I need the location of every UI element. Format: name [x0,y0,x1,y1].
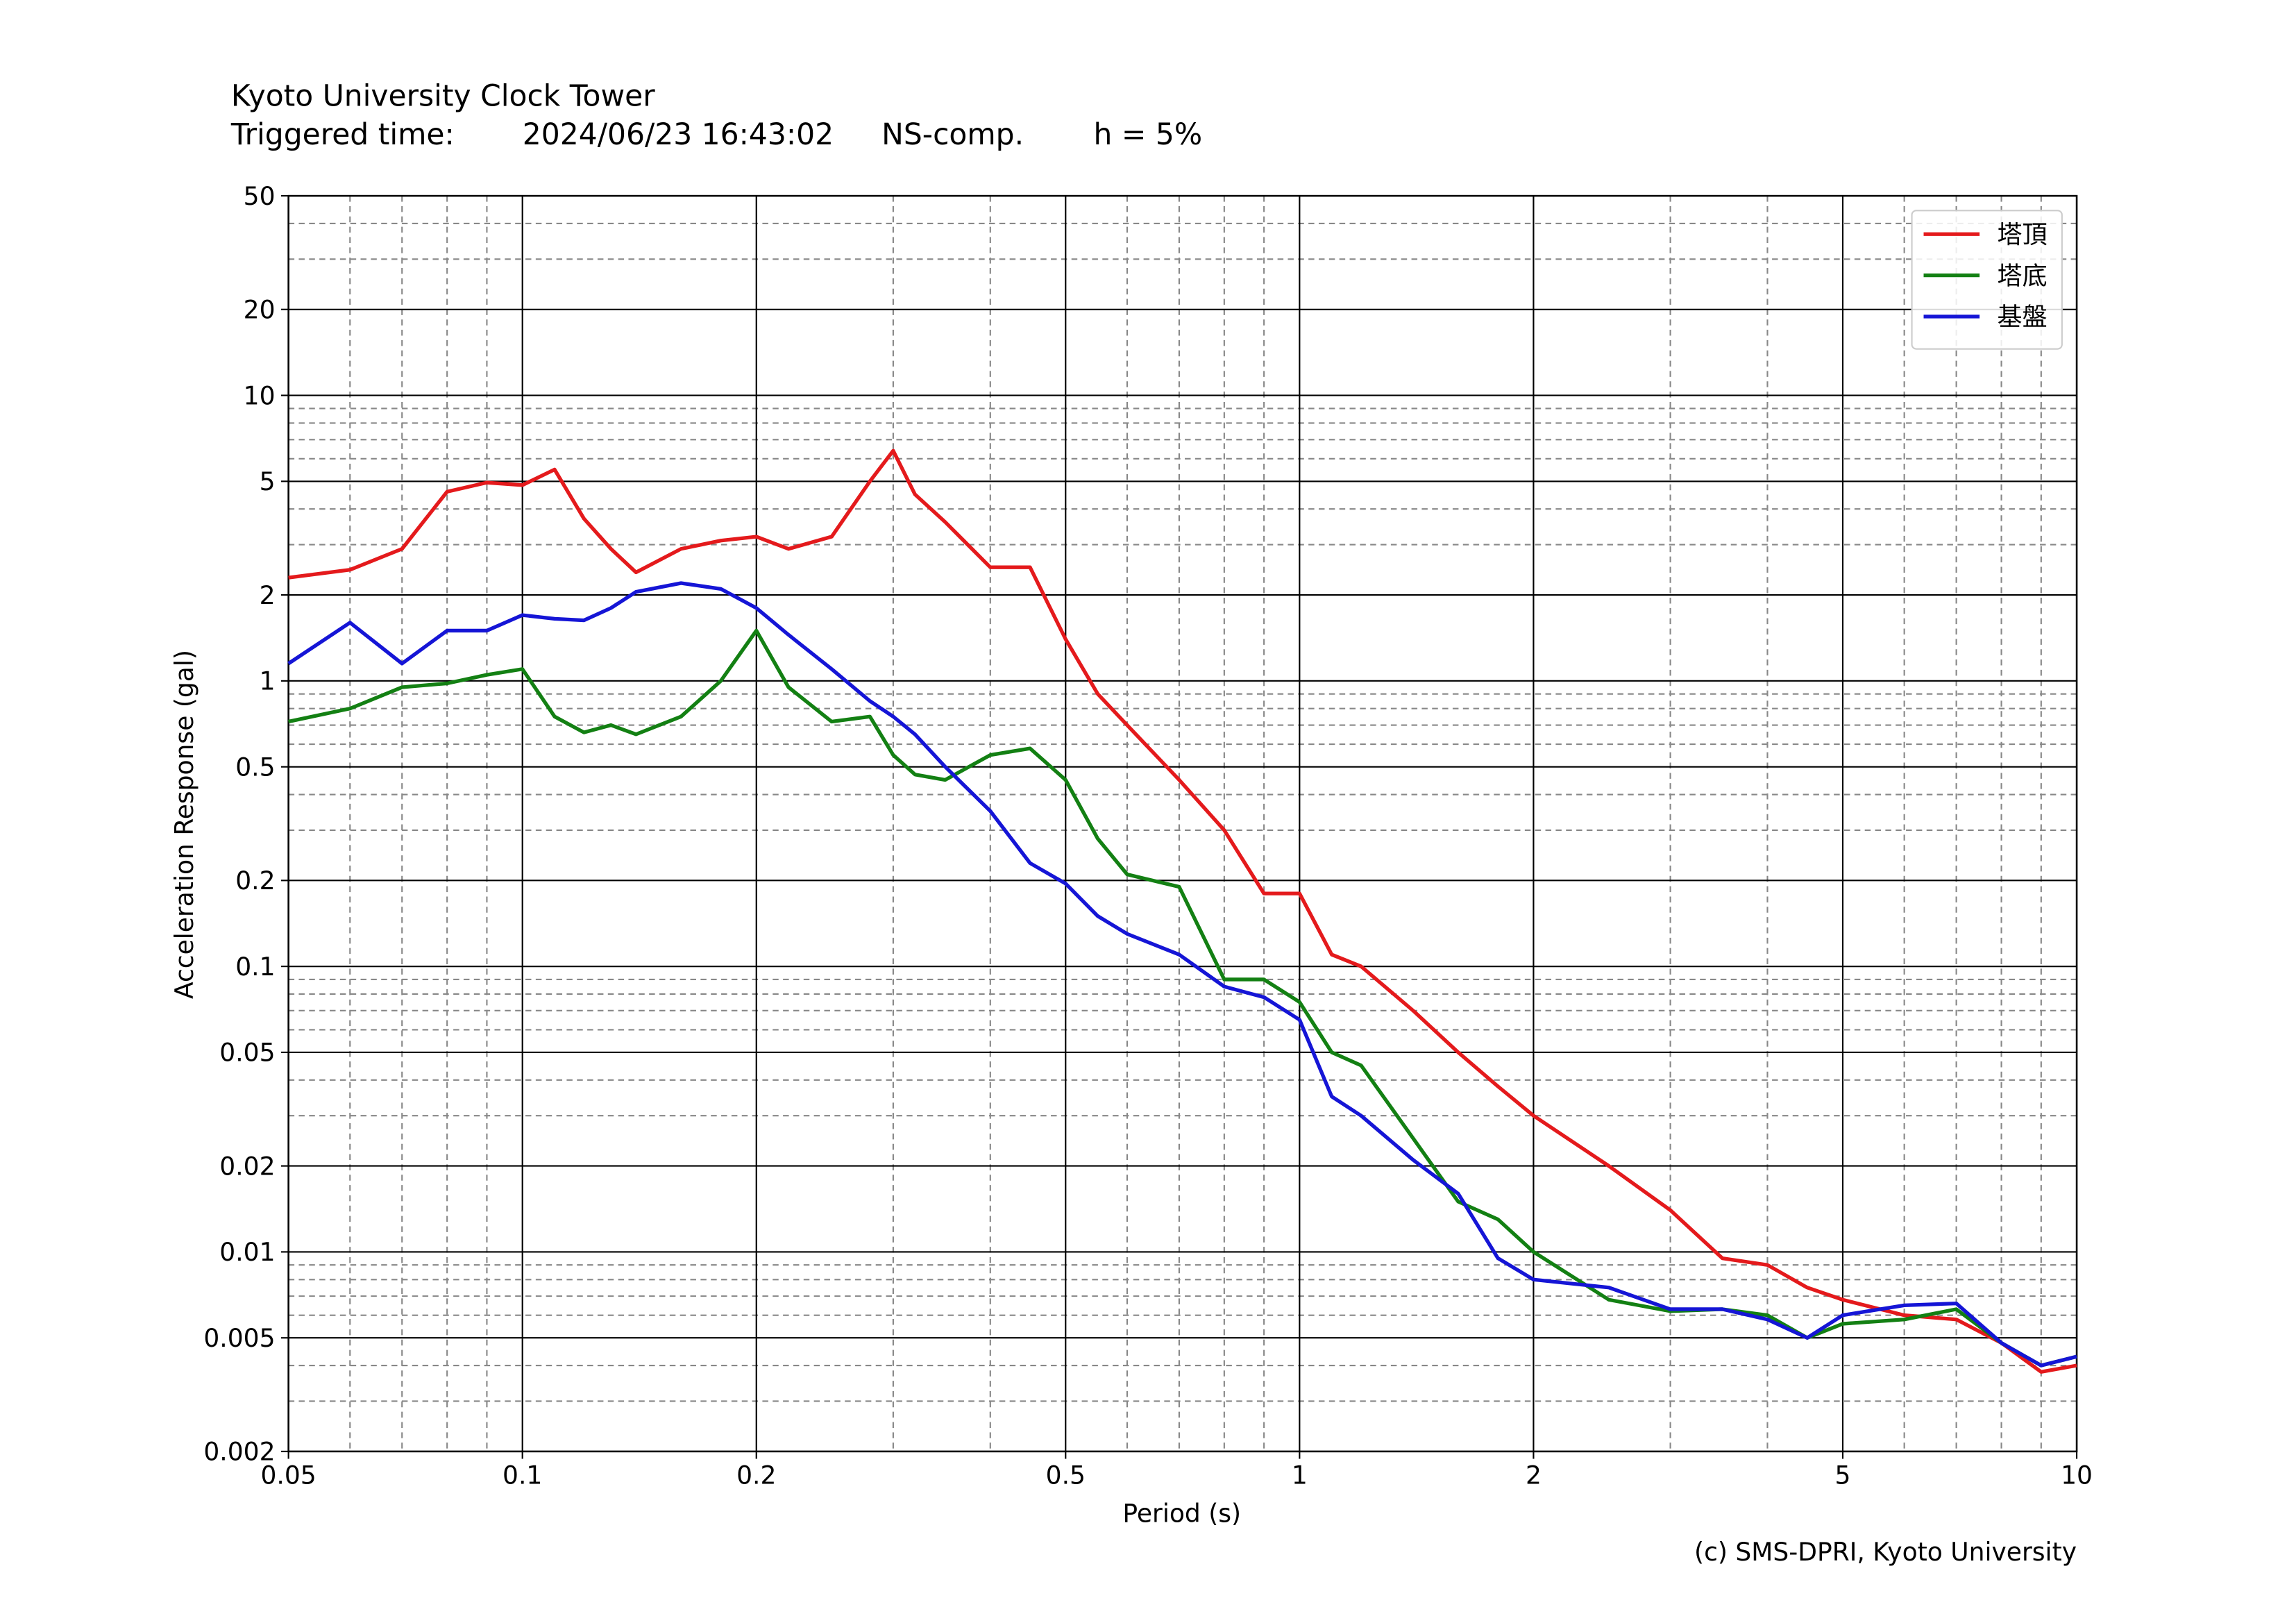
x-axis-label: Period (s) [1122,1500,1241,1529]
chart-title: Kyoto University Clock Tower [231,80,655,114]
x-tick-label: 0.5 [1046,1462,1086,1490]
y-tick-label: 0.002 [203,1438,275,1467]
legend-box [1911,210,2063,350]
legend-label: 塔底 [1998,262,2048,290]
y-tick-label: 1 [260,668,276,696]
y-tick-label: 20 [244,296,276,324]
x-tick-label: 0.2 [736,1462,776,1490]
x-tick-label: 5 [1835,1462,1851,1490]
info: h = 5% [1094,118,1203,152]
y-tick-label: 50 [244,183,276,211]
y-tick-label: 10 [244,382,276,410]
x-tick-label: 1 [1292,1462,1308,1490]
y-tick-label: 0.1 [235,953,275,982]
legend-label: 塔頂 [1998,221,2048,249]
x-tick-label: 10 [2061,1462,2093,1490]
y-tick-label: 0.02 [219,1152,275,1181]
plot-frame [287,194,2078,1453]
legend-label: 基盤 [1998,303,2048,332]
series-line [288,628,2077,1368]
y-tick-label: 2 [260,582,276,610]
y-tick-label: 0.01 [219,1238,275,1267]
series-line [287,581,2077,1368]
series-line [288,448,2077,1374]
x-tick-label: 0.1 [503,1462,542,1490]
y-tick-label: 0.5 [235,753,275,782]
y-tick-label: 0.005 [203,1325,275,1353]
y-tick-label: 5 [260,468,276,496]
info: 2024/06/23 16:43:02 [523,118,834,152]
y-tick-label: 0.05 [219,1039,275,1068]
credit: (c) SMS-DPRI, Kyoto University [1694,1538,2077,1567]
x-tick-label: 2 [1526,1462,1542,1490]
info: NS-comp. [881,118,1024,152]
y-tick-label: 0.2 [235,867,275,895]
info: Triggered time: [230,118,455,152]
y-axis-label: Acceleration Response (gal) [171,650,199,999]
x-tick-label: 0.05 [261,1462,316,1490]
